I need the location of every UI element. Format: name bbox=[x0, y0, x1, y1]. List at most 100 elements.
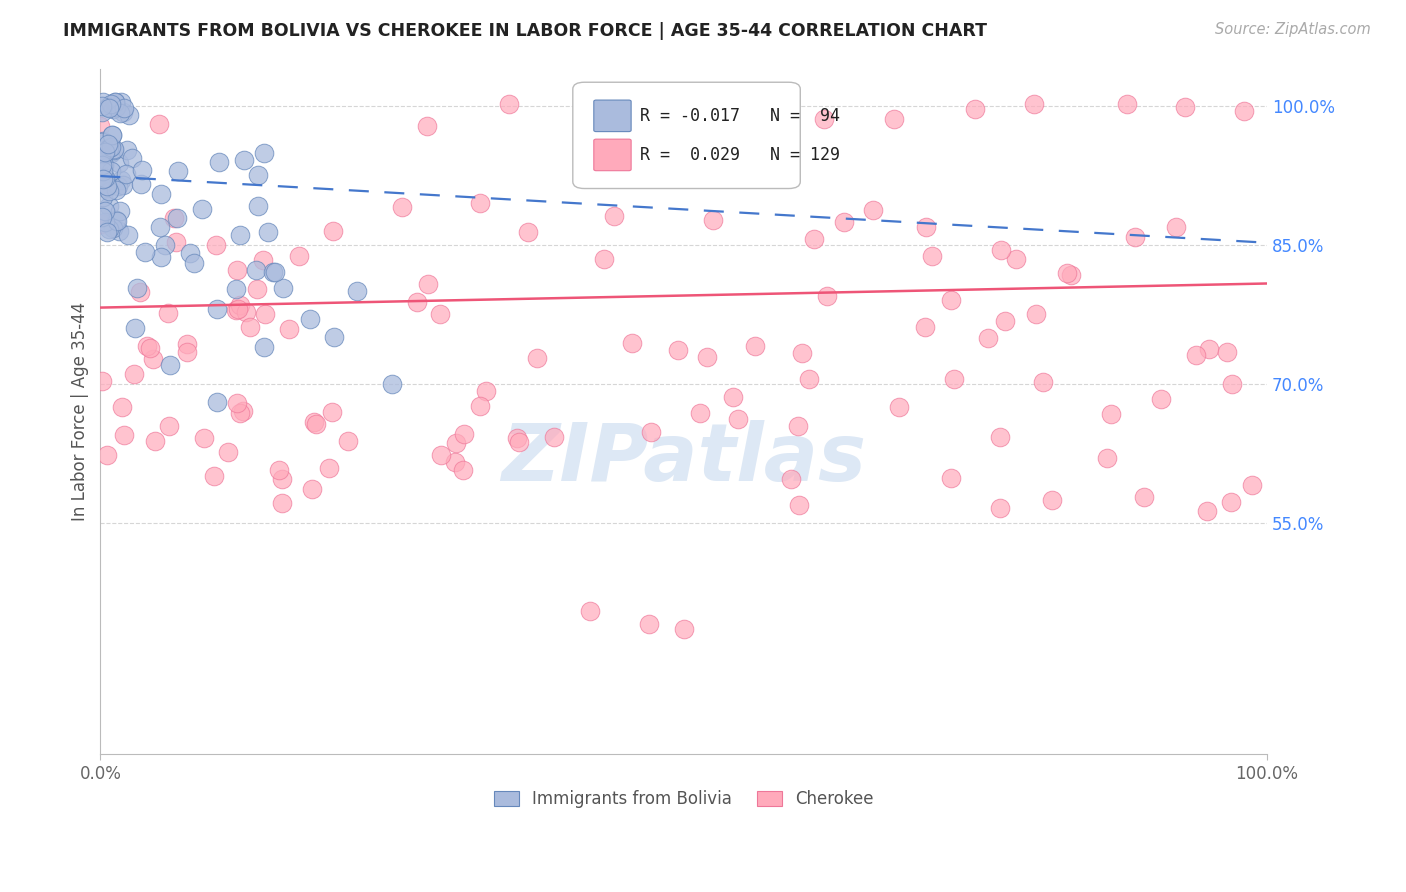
Point bbox=[603, 209, 626, 223]
Point bbox=[790, 346, 813, 360]
Point bbox=[104, 95, 127, 109]
Point bbox=[505, 432, 527, 446]
Point bbox=[1123, 230, 1146, 244]
Point bbox=[787, 498, 810, 512]
Point bbox=[993, 314, 1015, 328]
Point bbox=[593, 252, 616, 266]
Point bbox=[167, 163, 190, 178]
Point bbox=[543, 430, 565, 444]
Point bbox=[176, 345, 198, 359]
Point bbox=[264, 265, 287, 279]
Point bbox=[111, 401, 134, 415]
Point bbox=[744, 339, 766, 353]
Point bbox=[108, 106, 131, 120]
Point bbox=[977, 331, 1000, 345]
Point bbox=[786, 418, 808, 433]
Point bbox=[93, 170, 115, 185]
Point bbox=[149, 220, 172, 235]
Point bbox=[91, 134, 114, 148]
Point bbox=[91, 190, 114, 204]
Point bbox=[193, 431, 215, 445]
Point bbox=[1116, 97, 1139, 112]
Point bbox=[416, 277, 439, 291]
Point bbox=[129, 285, 152, 299]
Point bbox=[89, 120, 111, 134]
Point bbox=[91, 163, 114, 178]
Point bbox=[107, 224, 129, 238]
Text: R = -0.017   N =  94: R = -0.017 N = 94 bbox=[641, 107, 841, 125]
Point bbox=[90, 144, 112, 158]
Point bbox=[149, 250, 172, 264]
Point bbox=[246, 169, 269, 183]
Point bbox=[115, 167, 138, 181]
Point bbox=[321, 405, 343, 419]
Point bbox=[322, 224, 344, 238]
Point bbox=[229, 228, 252, 243]
Point bbox=[97, 184, 120, 198]
Point bbox=[1099, 407, 1122, 421]
Point bbox=[112, 104, 135, 119]
Point bbox=[157, 306, 180, 320]
Point bbox=[416, 119, 439, 133]
Point bbox=[91, 135, 114, 149]
Point bbox=[110, 95, 132, 109]
Point bbox=[100, 140, 122, 154]
Point bbox=[90, 211, 112, 225]
Point bbox=[257, 225, 280, 239]
Point bbox=[253, 307, 276, 321]
Point bbox=[1185, 348, 1208, 362]
Point bbox=[208, 155, 231, 169]
Point bbox=[225, 396, 247, 410]
Point bbox=[134, 245, 156, 260]
Point bbox=[381, 376, 404, 391]
Point bbox=[139, 342, 162, 356]
Point bbox=[1174, 100, 1197, 114]
Point bbox=[202, 468, 225, 483]
Point bbox=[1198, 342, 1220, 356]
Point bbox=[94, 145, 117, 159]
Point bbox=[468, 399, 491, 413]
Point bbox=[90, 158, 112, 172]
FancyBboxPatch shape bbox=[572, 82, 800, 188]
Point bbox=[101, 102, 124, 116]
Point bbox=[278, 322, 301, 336]
Point bbox=[104, 212, 127, 227]
Point bbox=[96, 448, 118, 462]
Point bbox=[337, 434, 360, 449]
Point bbox=[803, 232, 825, 246]
Point bbox=[91, 152, 114, 166]
Point bbox=[136, 339, 159, 353]
Point bbox=[1056, 266, 1078, 280]
Point bbox=[990, 243, 1012, 257]
Point bbox=[672, 96, 695, 111]
Point bbox=[672, 622, 695, 636]
Point bbox=[988, 430, 1011, 444]
Point bbox=[451, 463, 474, 477]
Point bbox=[143, 434, 166, 449]
Point bbox=[176, 337, 198, 351]
Point bbox=[444, 455, 467, 469]
Point bbox=[104, 95, 127, 110]
Point bbox=[122, 368, 145, 382]
Point bbox=[115, 144, 138, 158]
Point bbox=[157, 418, 180, 433]
Point bbox=[797, 372, 820, 386]
Text: Source: ZipAtlas.com: Source: ZipAtlas.com bbox=[1215, 22, 1371, 37]
Point bbox=[101, 128, 124, 142]
Text: IMMIGRANTS FROM BOLIVIA VS CHEROKEE IN LABOR FORCE | AGE 35-44 CORRELATION CHART: IMMIGRANTS FROM BOLIVIA VS CHEROKEE IN L… bbox=[63, 22, 987, 40]
Point bbox=[166, 211, 188, 225]
Point bbox=[110, 172, 132, 186]
Point bbox=[112, 427, 135, 442]
Point bbox=[1197, 504, 1219, 518]
Point bbox=[205, 395, 228, 409]
Point bbox=[217, 445, 239, 459]
Point bbox=[245, 263, 267, 277]
Point bbox=[150, 187, 173, 202]
Point bbox=[117, 227, 139, 242]
Point bbox=[1032, 375, 1054, 389]
Point bbox=[526, 351, 548, 365]
Point bbox=[288, 249, 311, 263]
Point bbox=[271, 281, 294, 295]
Point bbox=[94, 204, 117, 219]
Point bbox=[103, 142, 125, 156]
